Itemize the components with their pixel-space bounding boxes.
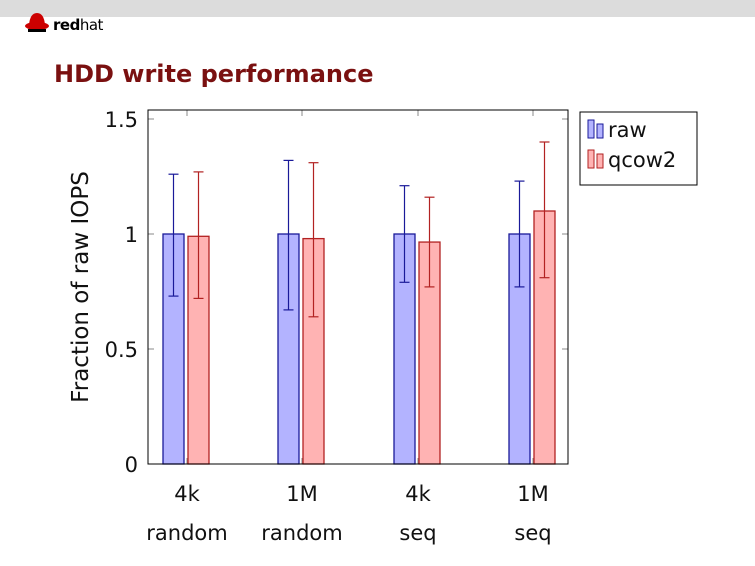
plot-frame	[147, 109, 569, 465]
redhat-logo: redhat	[24, 10, 103, 34]
y-tick-label: 0	[125, 453, 138, 477]
y-tick-label: 1.5	[105, 108, 138, 132]
legend-swatch	[587, 119, 595, 139]
legend-label-raw: raw	[608, 118, 647, 142]
y-tick-label: 0.5	[105, 338, 138, 362]
x-tick-label: seq	[399, 521, 436, 545]
x-tick-label: random	[261, 521, 342, 545]
slide-title: HDD write performance	[54, 60, 374, 88]
y-axis-label: Fraction of raw IOPS	[68, 171, 94, 403]
legend-label-qcow2: qcow2	[608, 148, 676, 172]
y-tick-label: 1	[125, 223, 138, 247]
logo-text-bold: red	[53, 16, 80, 34]
top-bar	[0, 0, 755, 17]
x-tick-label: 4k	[174, 482, 200, 506]
legend-swatch	[596, 153, 604, 169]
shadowman-hat-icon	[25, 13, 49, 32]
x-tick-label: seq	[514, 521, 551, 545]
x-tick-label: 1M	[286, 482, 317, 506]
legend-swatch	[587, 149, 595, 169]
x-tick-label: 1M	[517, 482, 548, 506]
x-tick-label: random	[146, 521, 227, 545]
legend-swatch	[596, 123, 604, 139]
logo-text-light: hat	[79, 16, 104, 34]
x-tick-label: 4k	[405, 482, 431, 506]
